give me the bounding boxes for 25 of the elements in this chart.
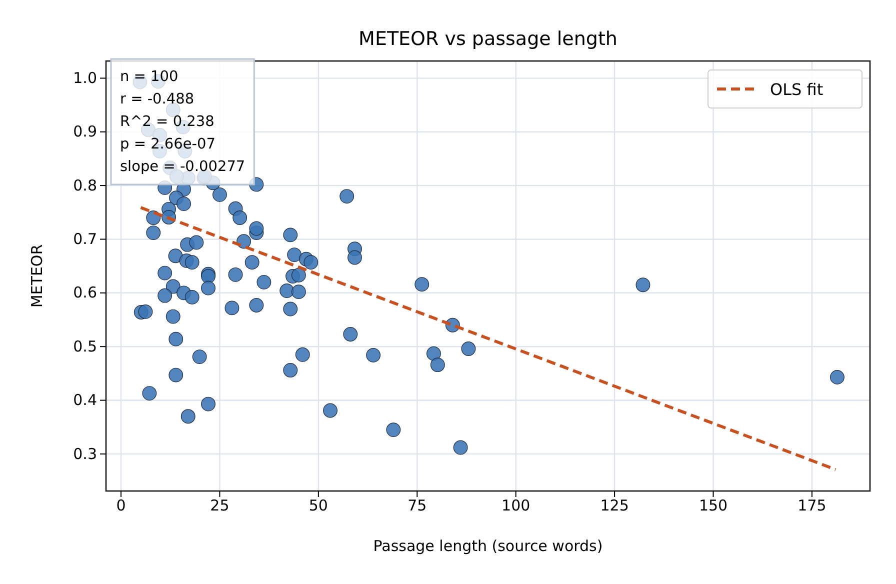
y-tick-label: 0.4 <box>73 391 97 410</box>
legend-label: OLS fit <box>770 80 824 99</box>
y-tick-label: 0.5 <box>73 337 97 356</box>
annotation: n = 100 <box>120 69 178 85</box>
annotation: R^2 = 0.238 <box>120 114 214 130</box>
x-tick-label: 0 <box>116 496 126 515</box>
x-tick-label: 125 <box>600 496 629 515</box>
y-tick-label: 1.0 <box>73 68 97 87</box>
x-tick-label: 50 <box>308 496 328 515</box>
x-tick-label: 150 <box>698 496 728 515</box>
y-tick-label: 0.9 <box>73 122 97 141</box>
x-tick-label: 175 <box>798 496 826 515</box>
x-tick-label: 100 <box>502 496 530 515</box>
y-tick-label: 0.3 <box>73 444 97 463</box>
x-tick-label: 25 <box>210 496 230 515</box>
y-tick-label: 0.8 <box>73 176 97 194</box>
chart-title: METEOR vs passage length <box>358 28 618 50</box>
y-tick-label: 0.6 <box>73 284 97 302</box>
y-tick-label: 0.7 <box>73 230 97 248</box>
x-tick-label: 75 <box>408 496 427 515</box>
annotation: p = 2.66e-07 <box>120 136 216 152</box>
x-axis-title: Passage length (source words) <box>373 537 603 555</box>
annotation: r = -0.488 <box>120 92 194 108</box>
y-axis-title: METEOR <box>28 244 46 308</box>
annotation: slope = -0.00277 <box>120 159 246 175</box>
